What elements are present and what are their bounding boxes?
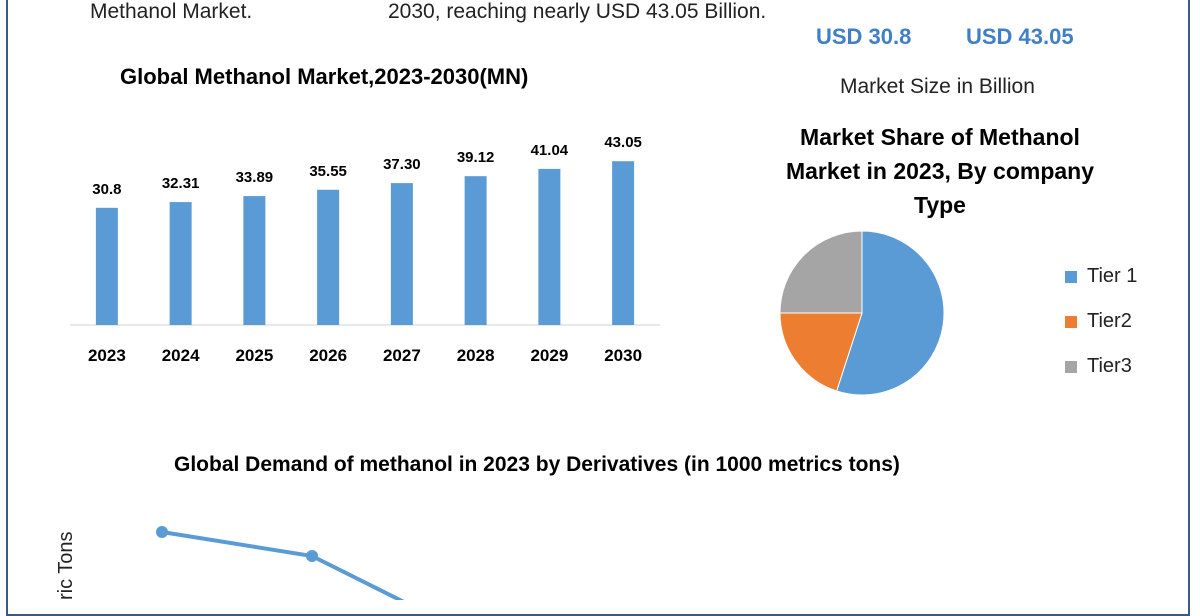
legend-swatch-tier3 — [1065, 360, 1077, 373]
category-label-2028: 2028 — [457, 346, 495, 365]
bar-value-label-2028: 39.12 — [457, 149, 495, 166]
bar-2025 — [243, 196, 266, 325]
line-series — [161, 530, 405, 600]
category-label-2025: 2025 — [235, 346, 273, 365]
category-label-2027: 2027 — [383, 346, 421, 365]
bar-value-label-2029: 41.04 — [531, 142, 569, 159]
category-label-2029: 2029 — [530, 346, 568, 365]
bar-2024 — [169, 202, 192, 325]
pie-slice-tier2 — [779, 312, 863, 392]
bar-2023 — [95, 207, 118, 325]
bar-2030 — [612, 161, 635, 325]
line-chart-title: Global Demand of methanol in 2023 by Der… — [174, 453, 900, 476]
bar-2028 — [464, 176, 487, 325]
header-left-text: Methanol Market. — [90, 0, 253, 23]
legend-label-tier2: Tier2 — [1087, 310, 1132, 332]
pie-slice-tier3 — [779, 230, 863, 314]
usd-end-value: USD 43.05 — [966, 24, 1074, 49]
bar-2026 — [317, 189, 340, 325]
category-label-2030: 2030 — [604, 346, 642, 365]
header-center-text: 2030, reaching nearly USD 43.05 Billion. — [388, 0, 767, 23]
bar-chart-title: Global Methanol Market,2023-2030(MN) — [120, 64, 529, 89]
bar-value-label-2026: 35.55 — [309, 163, 347, 180]
legend-item-tier3: Tier3 — [1065, 355, 1132, 378]
category-label-2026: 2026 — [309, 346, 347, 365]
category-label-2024: 2024 — [162, 346, 200, 365]
bar-value-label-2030: 43.05 — [604, 134, 642, 151]
line-point-2 — [306, 550, 318, 562]
bar-2029 — [538, 168, 561, 325]
bar-2027 — [390, 183, 413, 325]
bar-value-label-2023: 30.8 — [92, 181, 121, 198]
pie-chart-title: Market Share of Methanol Market in 2023,… — [785, 124, 1095, 218]
pie-slice-tier1 — [836, 230, 945, 396]
bar-value-label-2027: 37.30 — [383, 156, 421, 173]
legend-swatch-tier1 — [1065, 270, 1077, 283]
legend-label-tier3: Tier3 — [1087, 355, 1132, 377]
category-label-2023: 2023 — [88, 346, 126, 365]
legend-item-tier2: Tier2 — [1065, 310, 1132, 333]
legend-label-tier1: Tier 1 — [1087, 265, 1138, 287]
bar-value-label-2025: 33.89 — [236, 169, 274, 186]
charts-canvas: 30.8 2023 32.31 2024 33.89 2025 35.55 2026 37.30… — [70, 134, 945, 600]
legend-swatch-tier2 — [1065, 315, 1077, 328]
market-size-label: Market Size in Billion — [840, 75, 1035, 98]
line-point-1 — [156, 526, 168, 538]
legend-item-tier1: Tier 1 — [1065, 265, 1137, 288]
usd-start-value: USD 30.8 — [816, 24, 912, 49]
bar-value-label-2024: 32.31 — [162, 175, 200, 192]
